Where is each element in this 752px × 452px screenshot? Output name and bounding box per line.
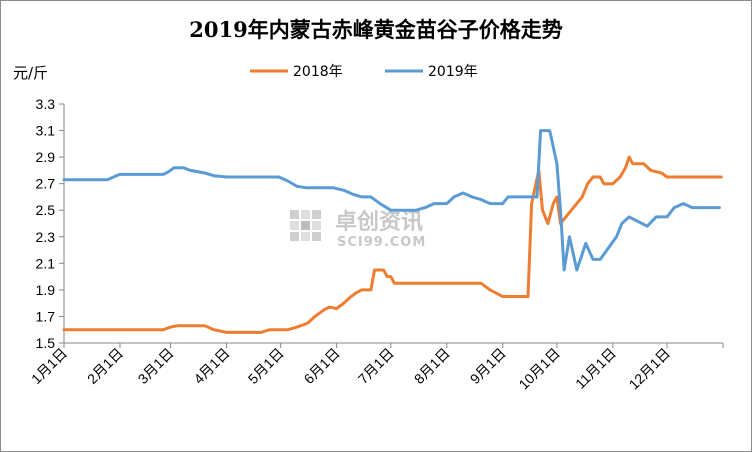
series-line-1 bbox=[62, 155, 723, 334]
x-tick-label: 8月1日 bbox=[411, 345, 453, 387]
x-tick-label: 10月1日 bbox=[515, 345, 563, 393]
y-tick-label: 3.1 bbox=[36, 123, 56, 139]
x-tick-label: 3月1日 bbox=[135, 345, 177, 387]
x-tick-label: 6月1日 bbox=[301, 345, 343, 387]
watermark-logo-icon bbox=[290, 210, 321, 241]
x-tick-label: 11月1日 bbox=[572, 345, 619, 392]
watermark: 卓创资讯 SCI99.COM bbox=[290, 210, 426, 250]
series-layer bbox=[62, 129, 723, 334]
watermark-cn-text: 卓创资讯 bbox=[335, 210, 423, 235]
watermark-en-text: SCI99.COM bbox=[337, 235, 426, 250]
y-tick-label: 2.3 bbox=[36, 229, 56, 245]
x-tick-label: 4月1日 bbox=[190, 345, 232, 387]
y-axis-unit-label: 元/斤 bbox=[13, 64, 48, 82]
x-tick-label: 9月1日 bbox=[467, 345, 509, 387]
y-tick-label: 3.3 bbox=[36, 96, 56, 112]
x-tick-label: 5月1日 bbox=[245, 345, 287, 387]
y-tick-label: 1.9 bbox=[36, 282, 56, 298]
y-tick-label: 2.1 bbox=[36, 255, 56, 271]
y-tick-label: 2.9 bbox=[36, 149, 56, 165]
series-line-2 bbox=[62, 129, 721, 272]
x-tick-label: 7月1日 bbox=[355, 345, 397, 387]
legend-label-1: 2018年 bbox=[293, 64, 343, 80]
y-tick-label: 2.5 bbox=[36, 202, 56, 218]
chart-title: 2019年内蒙古赤峰黄金苗谷子价格走势 bbox=[189, 17, 562, 42]
legend-label-2: 2019年 bbox=[428, 64, 478, 80]
x-tick-label: 1月1日 bbox=[28, 345, 70, 387]
x-tick-label: 12月1日 bbox=[626, 345, 674, 393]
y-tick-label: 1.7 bbox=[36, 308, 56, 324]
legend: 2018年 2019年 bbox=[250, 64, 478, 80]
y-tick-label: 1.5 bbox=[36, 335, 56, 351]
y-tick-label: 2.7 bbox=[36, 176, 56, 192]
x-tick-label: 2月1日 bbox=[84, 345, 126, 387]
